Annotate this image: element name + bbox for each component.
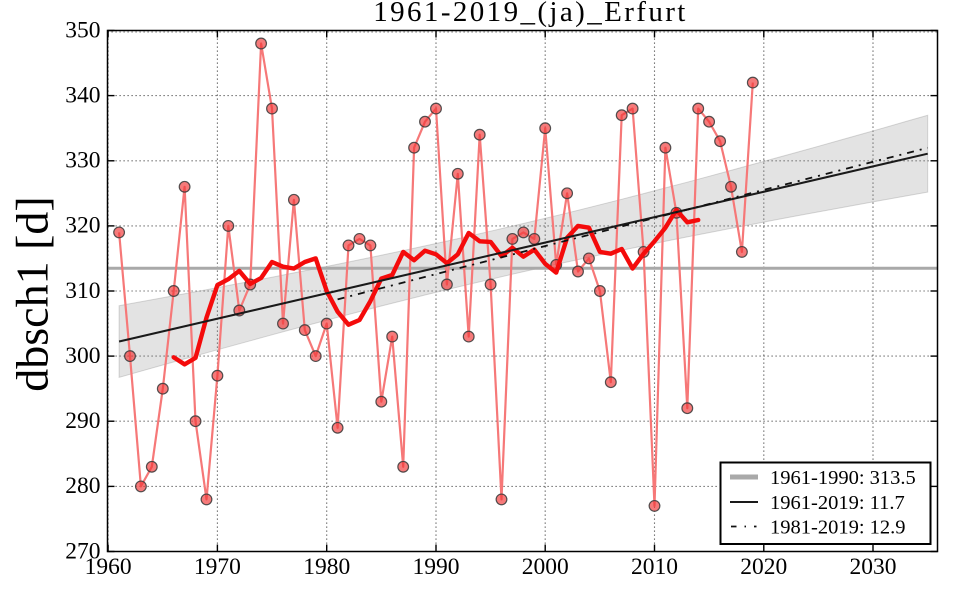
svg-text:280: 280 [65,473,100,499]
svg-text:1961-2019_(ja)_Erfurt: 1961-2019_(ja)_Erfurt [373,0,688,28]
svg-text:1981-2019: 12.9: 1981-2019: 12.9 [770,517,906,539]
svg-text:2000: 2000 [522,554,569,580]
svg-text:2020: 2020 [740,554,787,580]
svg-text:1960: 1960 [85,554,132,580]
svg-text:1990: 1990 [413,554,460,580]
svg-text:1961-2019: 11.7: 1961-2019: 11.7 [770,492,905,514]
svg-text:350: 350 [65,17,100,43]
svg-text:1970: 1970 [194,554,241,580]
svg-text:310: 310 [65,278,100,304]
svg-text:1980: 1980 [303,554,350,580]
svg-text:320: 320 [65,213,100,239]
svg-text:1961-1990: 313.5: 1961-1990: 313.5 [770,467,916,489]
svg-text:290: 290 [65,408,100,434]
svg-text:330: 330 [65,148,100,174]
svg-text:300: 300 [65,343,100,369]
svg-text:dbsch1 [d]: dbsch1 [d] [7,196,58,391]
svg-text:270: 270 [65,538,100,564]
svg-text:2030: 2030 [850,554,897,580]
svg-text:2010: 2010 [631,554,678,580]
svg-text:340: 340 [65,82,100,108]
